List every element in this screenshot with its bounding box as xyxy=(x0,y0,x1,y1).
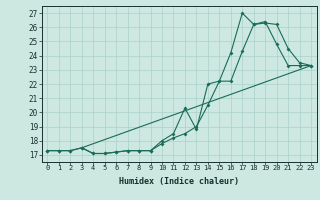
X-axis label: Humidex (Indice chaleur): Humidex (Indice chaleur) xyxy=(119,177,239,186)
